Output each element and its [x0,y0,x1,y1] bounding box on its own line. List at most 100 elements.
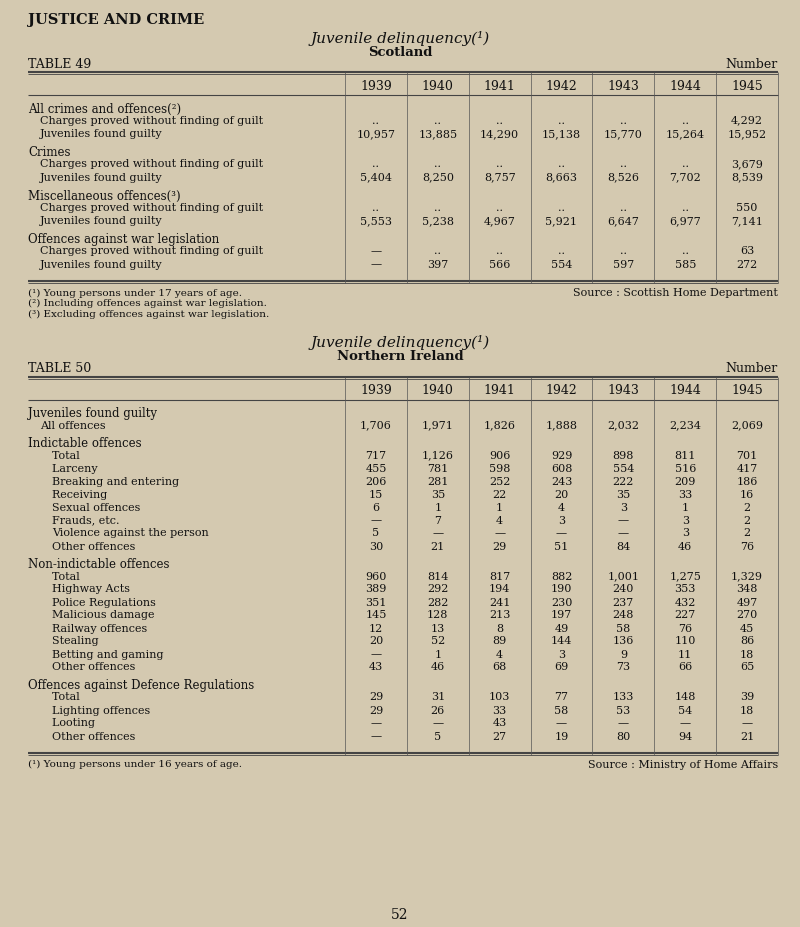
Text: 389: 389 [366,585,386,594]
Text: —: — [370,246,382,256]
Text: Crimes: Crimes [28,146,70,159]
Text: 3,679: 3,679 [731,159,763,169]
Text: 77: 77 [554,692,569,703]
Text: 252: 252 [489,476,510,487]
Text: 270: 270 [737,611,758,620]
Text: TABLE 50: TABLE 50 [28,362,91,375]
Text: 5,553: 5,553 [360,216,392,226]
Text: 7,141: 7,141 [731,216,763,226]
Text: ..: .. [620,246,627,256]
Text: 929: 929 [551,451,572,461]
Text: 20: 20 [369,637,383,646]
Text: 13,885: 13,885 [418,129,458,139]
Text: 5,404: 5,404 [360,172,392,183]
Text: 7: 7 [434,515,442,526]
Text: 2: 2 [743,515,750,526]
Text: 5,238: 5,238 [422,216,454,226]
Text: 222: 222 [613,476,634,487]
Text: 89: 89 [493,637,506,646]
Text: Northern Ireland: Northern Ireland [337,350,463,363]
Text: Total: Total [52,572,178,581]
Text: Receiving: Receiving [52,489,194,500]
Text: 31: 31 [430,692,445,703]
Text: 1943: 1943 [607,80,639,93]
Text: 84: 84 [616,541,630,552]
Text: 194: 194 [489,585,510,594]
Text: 26: 26 [430,705,445,716]
Text: 497: 497 [737,598,758,607]
Text: 5,921: 5,921 [546,216,578,226]
Text: 1942: 1942 [546,80,578,93]
Text: Highway Acts: Highway Acts [52,585,193,594]
Text: 8: 8 [496,624,503,633]
Text: Juvenile delinquency(¹): Juvenile delinquency(¹) [310,335,490,350]
Text: —: — [556,528,567,539]
Text: Juveniles found guilty: Juveniles found guilty [40,129,208,139]
Text: —: — [680,718,690,729]
Text: 906: 906 [489,451,510,461]
Text: All crimes and offences(²): All crimes and offences(²) [28,103,181,116]
Text: 1942: 1942 [546,384,578,397]
Text: 566: 566 [489,260,510,270]
Text: 3: 3 [682,515,689,526]
Text: ..: .. [434,159,442,169]
Text: 110: 110 [674,637,696,646]
Text: 21: 21 [430,541,445,552]
Text: 3: 3 [682,528,689,539]
Text: 1945: 1945 [731,384,763,397]
Text: 33: 33 [493,705,506,716]
Text: —: — [618,515,629,526]
Text: 1,971: 1,971 [422,421,454,430]
Text: 128: 128 [427,611,449,620]
Text: 3: 3 [558,515,565,526]
Text: 397: 397 [427,260,449,270]
Text: Frauds, etc.: Frauds, etc. [52,515,197,526]
Text: 190: 190 [551,585,572,594]
Text: 3: 3 [558,650,565,659]
Text: 29: 29 [369,692,383,703]
Text: Number: Number [726,57,778,70]
Text: 27: 27 [493,731,506,742]
Text: 817: 817 [489,572,510,581]
Text: 15,770: 15,770 [604,129,642,139]
Text: 18: 18 [740,705,754,716]
Text: 1941: 1941 [484,384,515,397]
Text: Total: Total [52,692,178,703]
Text: 13: 13 [430,624,445,633]
Text: Other offences: Other offences [52,663,198,672]
Text: 1943: 1943 [607,384,639,397]
Text: 1944: 1944 [670,80,701,93]
Text: 8,250: 8,250 [422,172,454,183]
Text: 898: 898 [613,451,634,461]
Text: 960: 960 [366,572,386,581]
Text: Sexual offences: Sexual offences [52,502,203,513]
Text: Juvenile delinquency(¹): Juvenile delinquency(¹) [310,31,490,45]
Text: 3: 3 [620,502,627,513]
Text: 5: 5 [372,528,379,539]
Text: 6,647: 6,647 [607,216,639,226]
Text: 240: 240 [613,585,634,594]
Text: ..: .. [373,116,379,125]
Text: ..: .. [434,202,442,212]
Text: 1939: 1939 [360,80,392,93]
Text: 811: 811 [674,451,696,461]
Text: 1940: 1940 [422,80,454,93]
Text: 243: 243 [551,476,572,487]
Text: (¹) Young persons under 16 years of age.: (¹) Young persons under 16 years of age. [28,760,242,769]
Text: Offences against war legislation: Offences against war legislation [28,233,219,246]
Text: 197: 197 [551,611,572,620]
Text: 10,957: 10,957 [357,129,395,139]
Text: Violence against the person: Violence against the person [52,528,237,539]
Text: 12: 12 [369,624,383,633]
Text: 417: 417 [737,464,758,474]
Text: Source : Ministry of Home Affairs: Source : Ministry of Home Affairs [588,759,778,769]
Text: Other offences: Other offences [52,731,198,742]
Text: 781: 781 [427,464,449,474]
Text: (³) Excluding offences against war legislation.: (³) Excluding offences against war legis… [28,310,270,319]
Text: 1: 1 [434,650,442,659]
Text: Charges proved without finding of guilt: Charges proved without finding of guilt [40,202,263,212]
Text: 80: 80 [616,731,630,742]
Text: 46: 46 [678,541,692,552]
Text: 186: 186 [736,476,758,487]
Text: 52: 52 [430,637,445,646]
